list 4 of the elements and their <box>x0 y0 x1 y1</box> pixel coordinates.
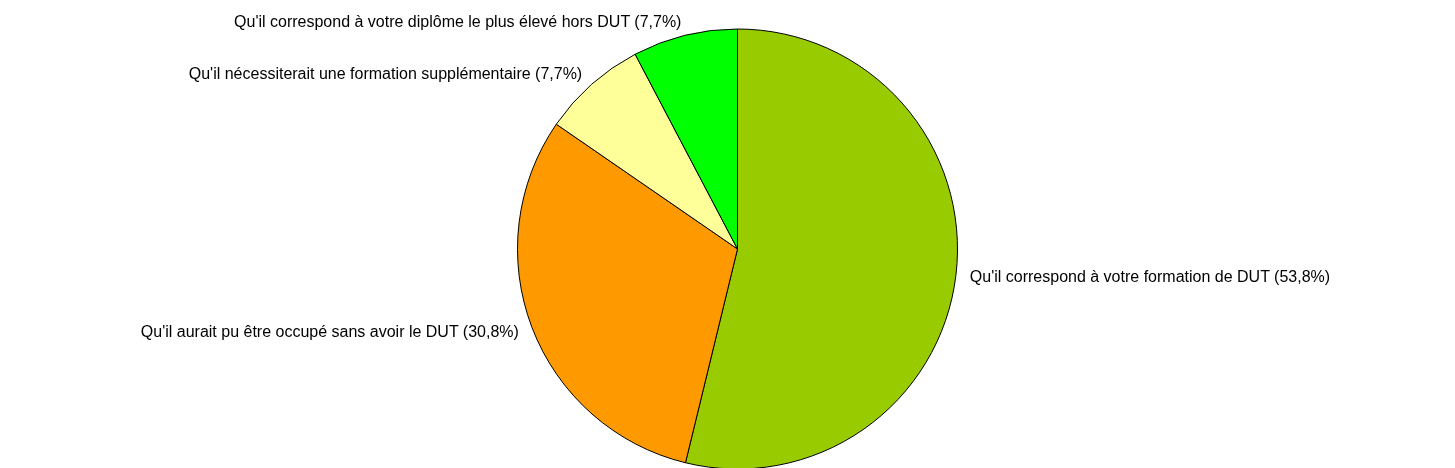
slice-label: Qu'il aurait pu être occupé sans avoir le DUT (30,8%) <box>140 323 519 341</box>
slice-label: Qu'il nécessiterait une formation supplémentaire (7,7%) <box>188 64 583 82</box>
slice-label: Qu'il correspond à votre diplôme le plus élevé hors DUT (7,7%) <box>234 12 682 30</box>
slice-label: Qu'il correspond à votre formation de DUT (53,8%) <box>969 267 1331 285</box>
